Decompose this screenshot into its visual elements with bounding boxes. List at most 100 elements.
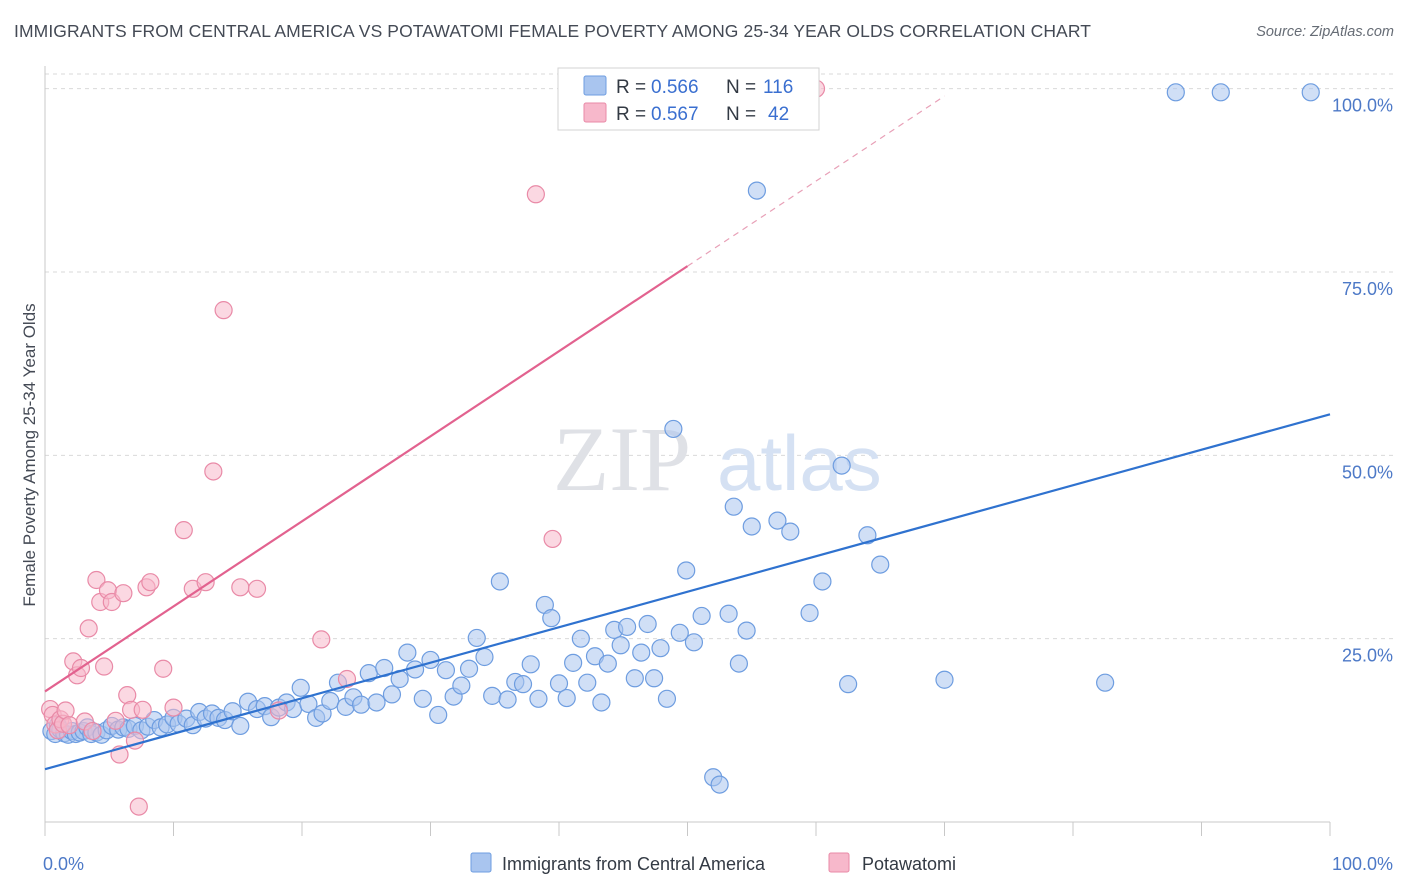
tick-labels: 25.0% 50.0% 75.0% 100.0% 0.0% 100.0%	[43, 96, 1393, 874]
point-central-america	[677, 561, 696, 580]
watermark: ZIP atlas	[553, 408, 882, 510]
point-potawatomi	[133, 700, 152, 719]
point-central-america	[557, 688, 576, 708]
point-central-america	[710, 775, 729, 794]
y-tick-label: 100.0%	[1332, 96, 1393, 116]
series-legend-swatch-pink	[828, 852, 850, 873]
point-central-america	[429, 705, 448, 725]
y-tick-label: 75.0%	[1342, 279, 1393, 299]
point-central-america	[398, 643, 417, 662]
series-legend-swatch-blue	[470, 852, 492, 873]
point-central-america	[592, 693, 611, 712]
point-central-america	[719, 604, 738, 623]
point-central-america	[231, 716, 250, 736]
point-potawatomi	[129, 797, 148, 816]
x-tick-label: 0.0%	[43, 854, 84, 874]
point-central-america	[611, 636, 630, 655]
point-central-america	[638, 614, 657, 634]
legend-r-value-2: 0.567	[651, 104, 699, 125]
point-central-america	[724, 497, 743, 516]
point-central-america	[839, 675, 858, 694]
point-central-america	[768, 511, 787, 530]
legend-r-value-1: 0.566	[651, 77, 699, 98]
point-potawatomi	[214, 301, 233, 320]
point-central-america	[452, 676, 471, 695]
point-central-america	[436, 661, 456, 680]
series-legend-label-blue: Immigrants from Central America	[502, 854, 766, 874]
point-potawatomi	[106, 711, 125, 730]
point-potawatomi	[526, 185, 545, 204]
point-potawatomi	[204, 462, 223, 481]
point-central-america	[871, 555, 890, 574]
point-potawatomi	[164, 698, 183, 717]
point-central-america	[1096, 673, 1115, 692]
point-central-america	[692, 606, 711, 626]
point-potawatomi	[312, 630, 331, 649]
point-central-america	[513, 675, 533, 694]
point-central-america	[413, 689, 432, 708]
point-central-america	[483, 686, 502, 705]
grid-lines	[45, 73, 1395, 640]
y-tick-label: 50.0%	[1342, 462, 1393, 482]
point-central-america	[291, 678, 310, 697]
y-tick-label: 25.0%	[1342, 646, 1393, 666]
point-central-america	[352, 695, 371, 714]
point-central-america	[684, 633, 704, 652]
legend-swatch-blue	[583, 75, 607, 96]
point-potawatomi	[95, 657, 114, 676]
legend-swatch-pink	[583, 102, 607, 123]
point-central-america	[490, 572, 509, 591]
chart-title: IMMIGRANTS FROM CENTRAL AMERICA VS POTAW…	[14, 21, 1092, 41]
point-central-america	[657, 689, 677, 708]
point-central-america	[459, 659, 479, 678]
point-central-america	[651, 639, 670, 658]
point-potawatomi	[141, 573, 160, 592]
point-central-america	[321, 691, 340, 711]
x-tick-label: 100.0%	[1332, 854, 1393, 874]
point-central-america	[742, 517, 761, 536]
point-central-america	[467, 628, 486, 648]
point-central-america	[1211, 83, 1230, 102]
point-central-america	[549, 674, 569, 693]
point-central-america	[382, 685, 402, 704]
point-potawatomi	[337, 669, 357, 689]
point-potawatomi	[79, 619, 98, 638]
chart-source: Source: ZipAtlas.com	[1256, 24, 1394, 40]
point-central-america	[571, 629, 590, 648]
trend-line-central-america	[44, 413, 1331, 771]
point-potawatomi	[83, 721, 102, 741]
point-central-america	[1166, 83, 1185, 102]
point-potawatomi	[247, 579, 267, 598]
point-central-america	[625, 669, 644, 688]
point-central-america	[564, 653, 583, 672]
point-central-america	[747, 181, 766, 200]
point-central-america	[832, 456, 851, 475]
point-central-america	[421, 650, 440, 670]
point-potawatomi	[60, 716, 79, 735]
trend-line-potawatomi-extension	[687, 95, 945, 267]
trend-line-potawatomi	[44, 265, 689, 693]
point-central-america	[632, 643, 651, 662]
point-central-america	[1301, 83, 1320, 102]
legend-r-label-1: R =	[616, 77, 646, 98]
point-central-america	[813, 572, 832, 591]
point-central-america	[367, 693, 386, 712]
point-potawatomi	[114, 584, 133, 603]
point-central-america	[542, 609, 561, 628]
legend: R = 0.566 N = 116 R = 0.567 N = 42	[557, 67, 820, 131]
point-central-america	[858, 526, 877, 545]
point-central-america	[644, 669, 664, 688]
point-central-america	[781, 522, 800, 541]
axes	[44, 66, 1331, 836]
point-central-america	[598, 654, 617, 673]
point-potawatomi	[231, 578, 250, 597]
point-potawatomi	[543, 529, 562, 549]
point-central-america	[800, 603, 819, 623]
point-central-america	[475, 647, 494, 667]
y-axis-label: Female Poverty Among 25-34 Year Olds	[20, 303, 39, 606]
legend-n-label-2: N =	[726, 104, 756, 125]
watermark-atlas: atlas	[717, 419, 882, 507]
point-central-america	[737, 621, 756, 640]
point-central-america	[529, 689, 548, 708]
